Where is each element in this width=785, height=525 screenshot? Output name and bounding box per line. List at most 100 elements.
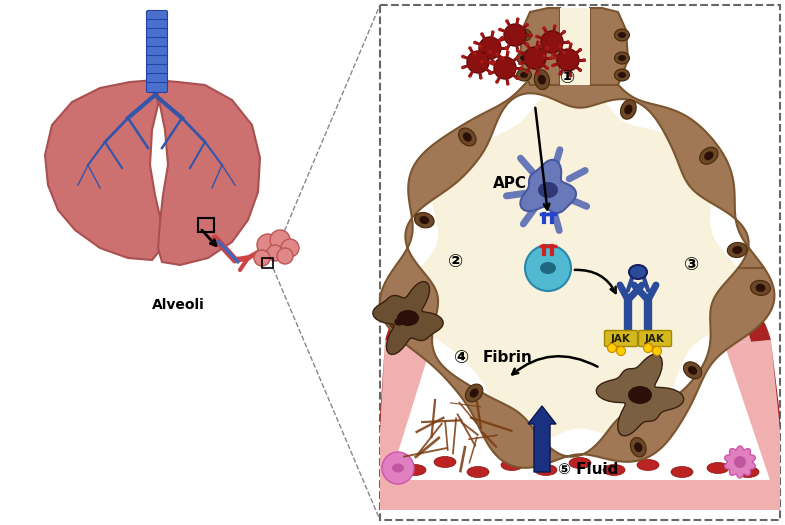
Ellipse shape [634,443,642,452]
Circle shape [479,37,501,59]
FancyBboxPatch shape [147,47,167,57]
Circle shape [506,82,509,86]
Circle shape [569,43,572,46]
Circle shape [616,346,626,355]
Ellipse shape [535,465,557,476]
Circle shape [506,19,509,23]
Ellipse shape [520,32,528,38]
Circle shape [536,72,539,76]
Polygon shape [520,8,560,85]
Circle shape [498,39,502,43]
FancyBboxPatch shape [147,82,167,92]
Circle shape [550,56,553,60]
Circle shape [516,17,520,21]
Circle shape [734,456,746,468]
FancyBboxPatch shape [147,74,167,83]
Circle shape [563,30,566,34]
Circle shape [467,51,489,73]
Polygon shape [380,480,780,510]
Ellipse shape [419,216,429,224]
Circle shape [551,64,555,67]
Ellipse shape [628,386,652,404]
Ellipse shape [618,32,626,38]
Bar [380,5,780,520]
Circle shape [504,46,508,50]
FancyBboxPatch shape [638,331,671,346]
Ellipse shape [434,457,456,467]
Ellipse shape [535,70,550,90]
Circle shape [542,54,546,58]
Polygon shape [405,249,751,344]
Circle shape [542,26,546,30]
Circle shape [473,41,476,44]
Circle shape [257,234,279,256]
Circle shape [516,49,520,53]
Circle shape [501,57,504,60]
Circle shape [254,250,270,266]
Circle shape [488,70,492,74]
Circle shape [516,77,519,80]
Circle shape [270,230,290,250]
Ellipse shape [615,29,630,41]
FancyArrow shape [528,406,556,472]
Ellipse shape [615,69,630,81]
Polygon shape [725,446,755,478]
Text: JAK: JAK [645,333,665,343]
Text: ②: ② [448,253,464,271]
Ellipse shape [458,128,476,146]
Ellipse shape [538,75,546,85]
Polygon shape [45,80,162,260]
Circle shape [525,245,571,291]
Circle shape [557,49,579,71]
Circle shape [582,58,586,62]
Circle shape [382,452,414,484]
Text: ④: ④ [455,349,469,367]
Circle shape [566,40,570,44]
Circle shape [579,48,582,51]
FancyBboxPatch shape [604,331,637,346]
Ellipse shape [637,459,659,470]
Polygon shape [590,8,628,85]
Ellipse shape [520,72,528,78]
Circle shape [480,60,484,64]
Text: ⑤ Fluid: ⑤ Fluid [558,463,619,478]
Circle shape [501,36,504,39]
Ellipse shape [750,280,771,296]
Ellipse shape [389,314,409,329]
Circle shape [558,72,562,76]
Bar [198,218,214,232]
Text: JAK: JAK [611,333,631,343]
Circle shape [495,52,498,56]
Ellipse shape [699,147,718,164]
Polygon shape [560,8,590,85]
Text: Alveoli: Alveoli [152,298,204,312]
FancyBboxPatch shape [147,10,167,20]
Text: ③: ③ [685,256,699,274]
FancyBboxPatch shape [147,19,167,29]
Circle shape [491,62,495,66]
Circle shape [506,47,509,50]
Circle shape [551,52,555,56]
Circle shape [652,346,662,355]
Circle shape [468,46,472,50]
Ellipse shape [517,29,531,41]
Ellipse shape [469,388,479,397]
Ellipse shape [615,52,630,64]
Ellipse shape [539,447,547,457]
Polygon shape [771,340,780,430]
Polygon shape [385,237,771,342]
Circle shape [488,61,491,65]
Ellipse shape [684,362,702,379]
Ellipse shape [397,310,419,326]
FancyBboxPatch shape [147,65,167,75]
Circle shape [488,50,492,54]
Circle shape [281,239,299,257]
Circle shape [491,30,495,34]
Ellipse shape [618,55,626,61]
Circle shape [558,44,562,48]
Bar [262,258,273,268]
Circle shape [541,31,563,53]
Ellipse shape [620,100,636,119]
Circle shape [546,46,549,49]
Circle shape [480,33,484,36]
